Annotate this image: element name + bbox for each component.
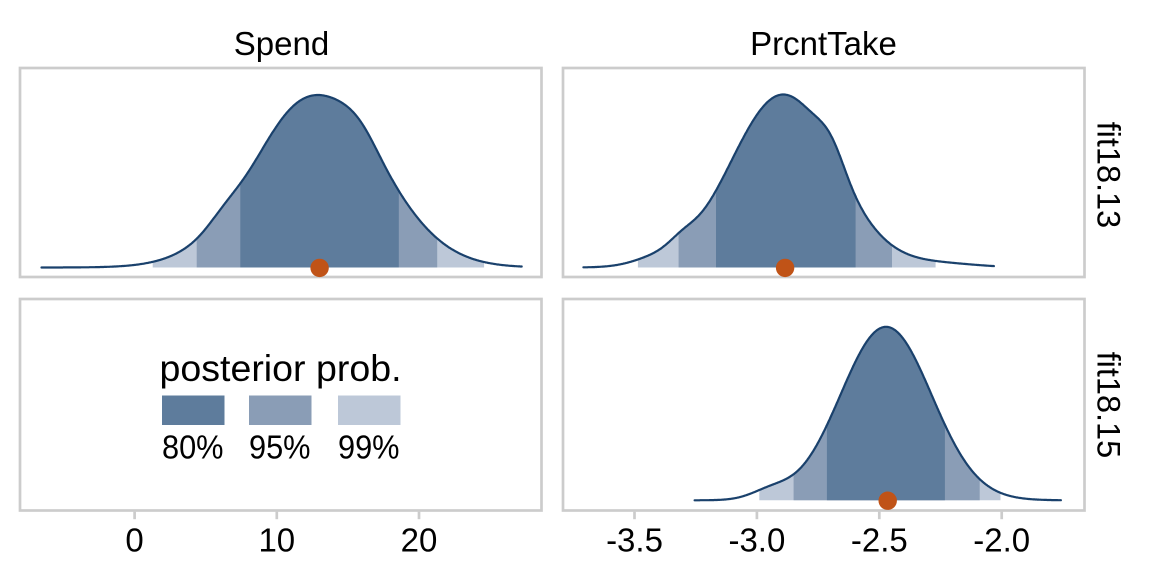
svg-text:posterior prob.: posterior prob. (160, 347, 402, 389)
svg-text:0: 0 (125, 522, 143, 559)
svg-text:99%: 99% (338, 429, 400, 466)
svg-text:-2.5: -2.5 (851, 522, 908, 559)
svg-text:-2.0: -2.0 (973, 522, 1030, 559)
svg-text:10: 10 (258, 522, 295, 559)
svg-text:PrcntTake: PrcntTake (750, 25, 897, 62)
svg-text:Spend: Spend (234, 25, 329, 62)
svg-text:fit18.13: fit18.13 (1091, 122, 1127, 229)
svg-text:fit18.15: fit18.15 (1091, 352, 1127, 459)
svg-text:95%: 95% (249, 429, 311, 466)
svg-text:-3.5: -3.5 (606, 522, 663, 559)
svg-text:-3.0: -3.0 (728, 522, 785, 559)
svg-text:80%: 80% (162, 429, 224, 466)
svg-text:20: 20 (401, 522, 438, 559)
